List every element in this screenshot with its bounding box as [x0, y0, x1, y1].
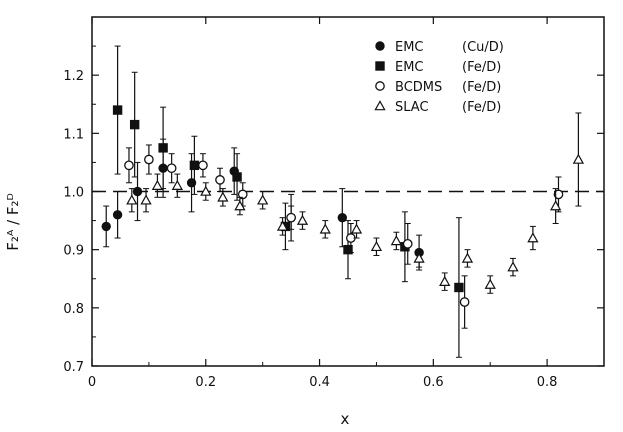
legend-label: BCDMS: [395, 80, 442, 95]
y-axis-label: F₂ᴬ / F₂ᴰ: [4, 193, 22, 251]
data-point: [140, 194, 152, 205]
x-axis-label: x: [341, 410, 350, 428]
legend-marker: [375, 61, 385, 71]
data-point: [337, 212, 348, 223]
data-point: [553, 189, 564, 200]
data-point: [171, 179, 183, 190]
legend-target: (Fe/D): [462, 100, 501, 115]
data-point: [129, 119, 140, 130]
data-point: [112, 210, 123, 220]
data-point: [461, 252, 474, 263]
data-point: [126, 194, 138, 205]
y-tick-label: 0.8: [63, 302, 84, 317]
x-tick-label: 0.2: [195, 375, 216, 390]
data-points: [101, 45, 585, 358]
x-tick-label: 0: [88, 375, 96, 390]
data-point: [132, 186, 143, 197]
data-point: [124, 160, 134, 171]
data-point: [158, 143, 168, 153]
legend-label: EMC: [395, 60, 424, 75]
x-tick-label: 0.6: [423, 375, 444, 390]
data-point: [439, 275, 451, 286]
data-point: [390, 235, 402, 246]
data-point: [507, 261, 519, 272]
data-point: [151, 179, 164, 190]
data-point: [189, 160, 200, 171]
series-group: [124, 144, 564, 329]
y-tick-label: 0.7: [63, 360, 84, 375]
data-point: [572, 153, 585, 164]
x-axis-ticks: 0 0.2 0.4 0.6 0.8: [88, 17, 605, 390]
legend-marker: [374, 100, 386, 111]
data-point: [370, 240, 383, 252]
data-point: [234, 200, 246, 211]
data-point: [101, 221, 111, 232]
y-tick-label: 0.9: [63, 244, 84, 259]
data-point: [454, 282, 464, 293]
legend: EMC (Cu/D) EMC (Fe/D) BCDMS (Fe/D) SLAC (Fe/D): [374, 40, 504, 115]
data-point: [232, 172, 242, 182]
data-point: [257, 194, 269, 205]
data-point: [112, 105, 123, 115]
data-point: [186, 178, 197, 188]
data-point: [413, 252, 425, 263]
y-tick-label: 1.0: [63, 186, 84, 201]
data-point: [217, 191, 229, 202]
data-point: [550, 200, 562, 211]
data-point: [296, 214, 309, 225]
x-tick-label: 0.8: [537, 375, 558, 390]
data-point: [286, 212, 296, 223]
legend-marker: [375, 81, 385, 91]
data-point: [402, 239, 413, 249]
data-point: [350, 223, 363, 234]
legend-label: SLAC: [395, 100, 429, 115]
data-point: [484, 278, 496, 289]
legend-label: EMC: [395, 40, 424, 55]
data-point: [459, 297, 470, 307]
y-tick-label: 1.1: [63, 127, 84, 142]
legend-target: (Fe/D): [462, 80, 501, 95]
data-point: [144, 154, 154, 165]
data-point: [215, 175, 225, 185]
y-axis-ticks: 0.7 0.8 0.9 1.0 1.1 1.2: [63, 45, 604, 375]
data-point: [527, 232, 539, 243]
data-point: [343, 244, 353, 255]
y-tick-label: 1.2: [63, 69, 84, 84]
data-point: [319, 223, 331, 234]
x-tick-label: 0.4: [309, 375, 330, 390]
data-point: [237, 189, 248, 200]
legend-marker: [375, 41, 385, 51]
data-point: [198, 160, 208, 171]
data-point: [200, 185, 212, 196]
data-point: [166, 163, 177, 174]
legend-target: (Fe/D): [462, 60, 501, 75]
series-group: [126, 112, 585, 294]
legend-target: (Cu/D): [462, 40, 504, 55]
data-point: [276, 220, 289, 231]
